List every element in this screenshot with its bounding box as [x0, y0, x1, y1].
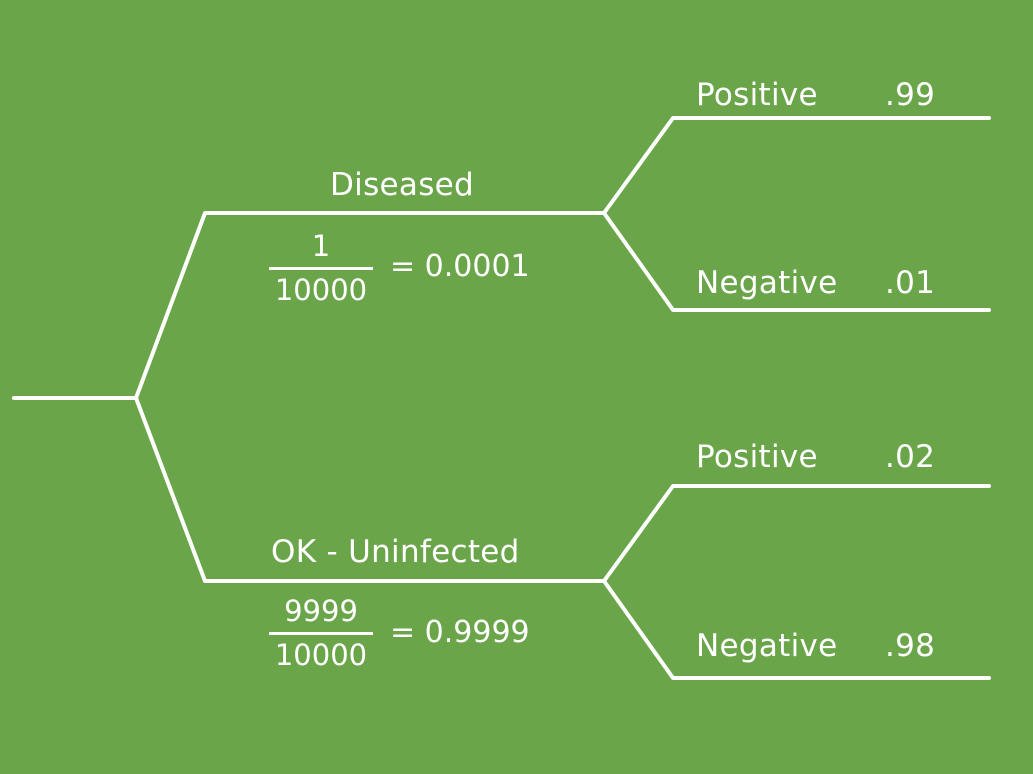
uninfected-positive-label: Positive	[696, 439, 818, 475]
diseased-fraction-denominator: 10000	[274, 273, 368, 307]
uninfected-fraction-numerator: 9999	[284, 594, 358, 628]
diseased-positive-probability: .99	[885, 77, 936, 113]
diseased-positive-label: Positive	[696, 77, 818, 113]
diseased-fraction: 1 10000	[269, 232, 373, 305]
edge-uninfected-positive	[602, 484, 991, 583]
uninfected-fraction: 9999 10000	[269, 597, 373, 670]
edge-diseased-negative	[602, 211, 991, 312]
diseased-label: Diseased	[330, 167, 475, 203]
diseased-fraction-numerator: 1	[311, 229, 331, 263]
diseased-equals: = 0.0001	[390, 249, 530, 284]
uninfected-negative-label: Negative	[696, 628, 838, 664]
edge-uninfected-negative	[602, 579, 991, 680]
uninfected-fraction-bar	[269, 632, 373, 635]
diseased-fraction-bar	[269, 267, 373, 270]
uninfected-negative-probability: .98	[885, 628, 936, 664]
uninfected-positive-probability: .02	[885, 439, 936, 475]
edge-root-diseased	[134, 211, 606, 400]
uninfected-fraction-denominator: 10000	[274, 638, 368, 672]
uninfected-label: OK - Uninfected	[271, 534, 520, 570]
edge-root-uninfected	[134, 396, 606, 583]
uninfected-equals: = 0.9999	[390, 615, 530, 650]
edge-diseased-positive	[602, 116, 991, 215]
diseased-negative-probability: .01	[885, 265, 936, 301]
diseased-negative-label: Negative	[696, 265, 838, 301]
